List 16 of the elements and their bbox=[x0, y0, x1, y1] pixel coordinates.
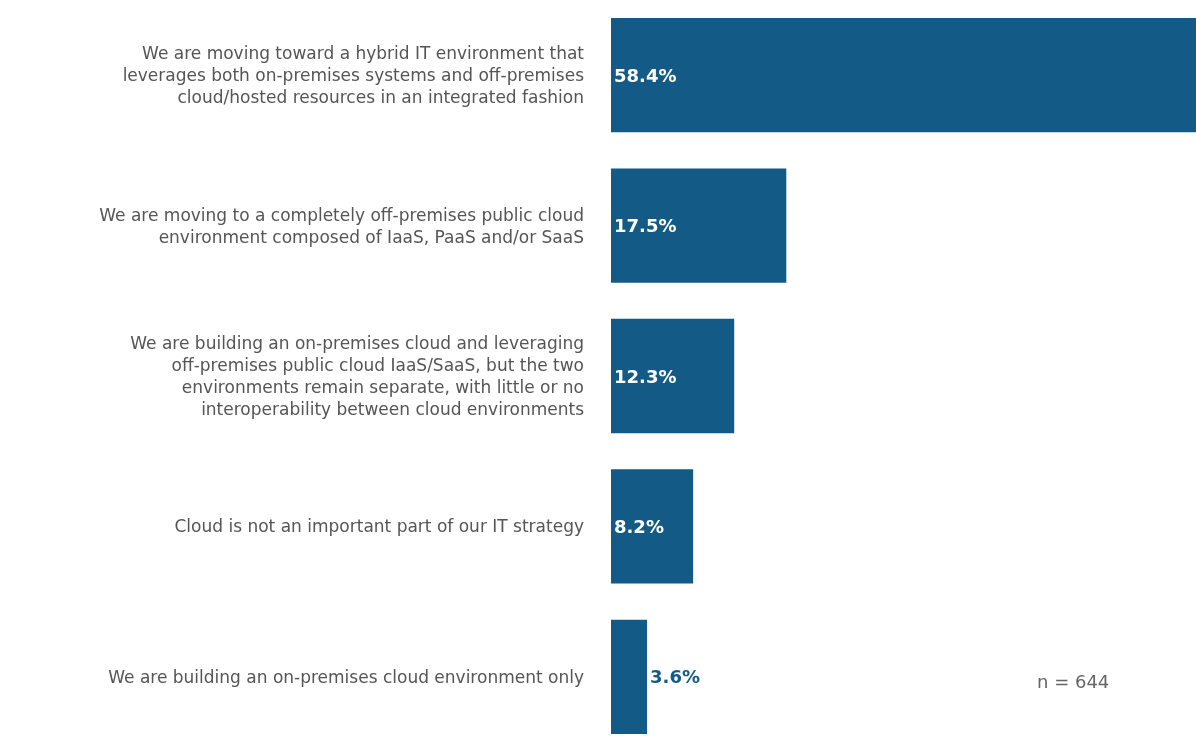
y-tick-label: We are moving to a completely off-premises public cloud environment composed of IaaS, PaaS and/or SaaS bbox=[99, 204, 584, 247]
y-tick-label: Cloud is not an important part of our IT strategy bbox=[174, 516, 584, 537]
y-tick-label: We are building an on-premises cloud environment only bbox=[108, 666, 584, 687]
data-label: 8.2% bbox=[614, 515, 664, 537]
bar bbox=[611, 318, 735, 434]
data-label: 12.3% bbox=[614, 365, 677, 387]
y-tick-label: We are moving toward a hybrid IT environment that leverages both on-premises systems and off-premises cloud/hosted resources in an integrated fashion bbox=[122, 43, 585, 108]
data-label: 3.6% bbox=[650, 666, 700, 688]
data-label: 17.5% bbox=[614, 215, 677, 237]
annotation: n = 644 bbox=[1037, 671, 1110, 692]
y-tick-label: We are building an on-premises cloud and leveraging off-premises public cloud IaaS/SaaS, but the two environments remain separate, with little or no interoperability between cloud environments bbox=[130, 332, 585, 420]
bar bbox=[611, 168, 787, 283]
bar bbox=[611, 469, 694, 584]
data-label: 58.4% bbox=[614, 64, 677, 86]
bar bbox=[611, 18, 1196, 133]
bar bbox=[611, 619, 648, 734]
